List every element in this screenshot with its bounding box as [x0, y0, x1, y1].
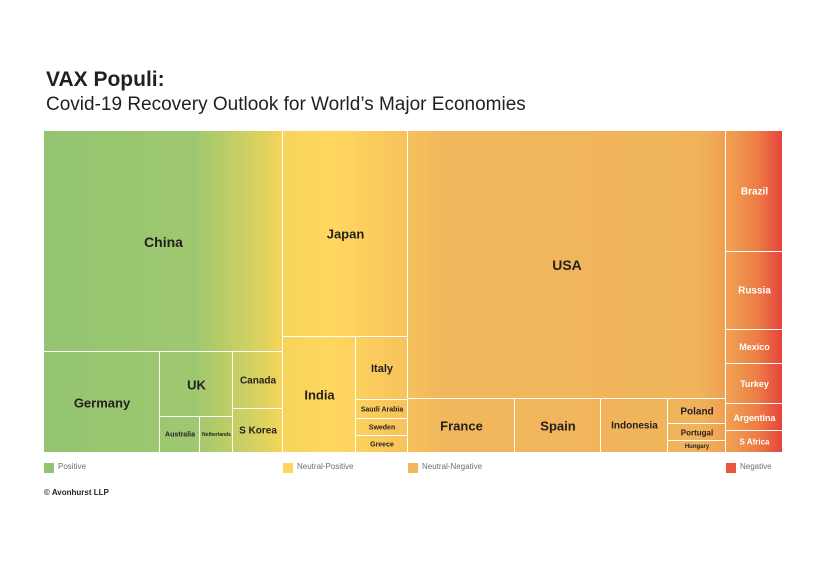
tile-label-china: China [144, 233, 183, 250]
legend-label: Neutral-Negative [422, 462, 483, 471]
tile-hungary: Hungary [668, 441, 726, 453]
legend-swatch [283, 463, 293, 473]
tile-label-canada: Canada [239, 375, 277, 386]
tile-greece: Greece [356, 436, 408, 453]
tile-label-poland: Poland [680, 406, 714, 417]
tile-label-netherlands: Netherlands [202, 432, 231, 438]
treemap: China Germany UK Australia Netherlands Canada… [44, 131, 783, 453]
tile-label-mexico: Mexico [739, 342, 770, 352]
chart-title: VAX Populi: [46, 68, 165, 91]
tile-usa: USA [408, 131, 726, 399]
legend-swatch [44, 463, 54, 473]
legend-swatch [408, 463, 418, 473]
tile-mexico: Mexico [726, 330, 783, 364]
tile-italy: Italy [356, 337, 408, 400]
tile-label-germany: Germany [73, 395, 131, 410]
tile-label-india: India [304, 387, 335, 403]
copyright: © Avonhurst LLP [44, 488, 109, 497]
tile-label-spain: Spain [540, 418, 576, 434]
tile-indonesia: Indonesia [601, 399, 668, 453]
tile-s-africa: S Africa [726, 431, 783, 453]
tile-label-s-korea: S Korea [239, 425, 277, 437]
tile-label-italy: Italy [370, 362, 394, 375]
chart-subtitle: Covid-19 Recovery Outlook for World’s Ma… [46, 94, 526, 115]
tile-china: China [44, 131, 283, 352]
tile-uk: UK [160, 352, 233, 417]
tile-label-portugal: Portugal [680, 428, 714, 437]
tile-label-saudi-arabia: Saudi Arabia [360, 406, 404, 413]
tile-label-indonesia: Indonesia [611, 420, 658, 432]
legend-label: Neutral-Positive [297, 462, 354, 471]
tile-label-australia: Australia [165, 431, 195, 439]
tile-russia: Russia [726, 252, 783, 330]
tile-label-japan: Japan [326, 226, 365, 242]
tile-india: India [283, 337, 356, 453]
tile-japan: Japan [283, 131, 408, 337]
tile-turkey: Turkey [726, 364, 783, 404]
tile-label-russia: Russia [738, 285, 771, 297]
tile-label-usa: USA [552, 257, 582, 273]
tile-poland: Poland [668, 399, 726, 424]
tile-saudi-arabia: Saudi Arabia [356, 400, 408, 419]
legend-label: Negative [740, 462, 772, 471]
tile-canada: Canada [233, 352, 283, 409]
tile-sweden: Sweden [356, 419, 408, 436]
tile-label-argentina: Argentina [733, 412, 776, 423]
tile-label-uk: UK [187, 377, 206, 392]
tile-brazil: Brazil [726, 131, 783, 252]
tile-label-greece: Greece [370, 441, 394, 448]
tile-label-hungary: Hungary [684, 444, 710, 450]
tile-netherlands: Netherlands [200, 417, 233, 453]
tile-label-turkey: Turkey [740, 379, 769, 389]
tile-label-sweden: Sweden [368, 424, 396, 431]
tile-portugal: Portugal [668, 424, 726, 441]
tile-s-korea: S Korea [233, 409, 283, 453]
tile-spain: Spain [515, 399, 601, 453]
tile-argentina: Argentina [726, 404, 783, 431]
tile-germany: Germany [44, 352, 160, 453]
tile-france: France [408, 399, 515, 453]
tile-australia: Australia [160, 417, 200, 453]
tile-label-brazil: Brazil [740, 186, 769, 197]
tile-label-france: France [440, 418, 483, 434]
legend-label: Positive [58, 462, 87, 471]
tile-label-s-africa: S Africa [739, 437, 770, 447]
legend-swatch [726, 463, 736, 473]
